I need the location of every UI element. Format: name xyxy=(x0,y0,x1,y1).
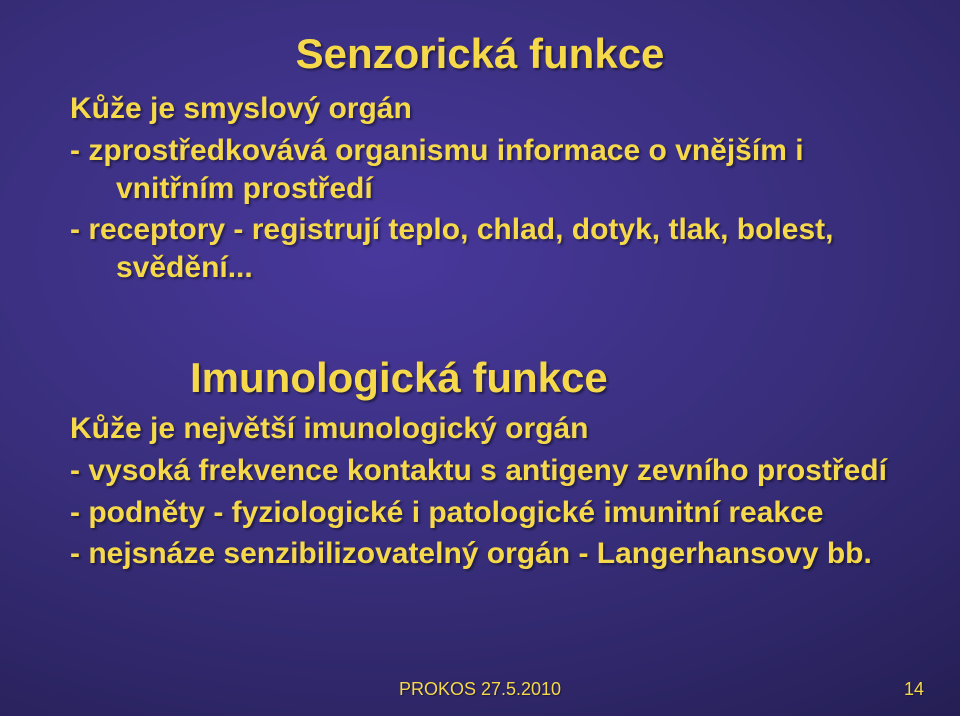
title-imunologicka: Imunologická funkce xyxy=(70,354,920,402)
bullet-podnety: - podněty - fyziologické i patologické i… xyxy=(70,494,920,532)
bullet-nejsnaze: - nejsnáze senzibilizovatelný orgán - La… xyxy=(70,535,920,573)
page-number: 14 xyxy=(904,679,924,700)
bullet-zprostredkovava: - zprostředkovává organismu informace o … xyxy=(70,132,920,207)
subtitle-kuze-smyslovy: Kůže je smyslový orgán xyxy=(70,92,920,126)
spacer xyxy=(70,290,920,354)
slide: Senzorická funkce Kůže je smyslový orgán… xyxy=(0,0,960,716)
title-senzoricka: Senzorická funkce xyxy=(70,30,890,78)
footer-text: PROKOS 27.5.2010 xyxy=(0,679,960,700)
bullet-frekvence: - vysoká frekvence kontaktu s antigeny z… xyxy=(70,452,920,490)
bullet-receptory: - receptory - registrují teplo, chlad, d… xyxy=(70,211,920,286)
subtitle-kuze-nejvetsi: Kůže je největší imunologický orgán xyxy=(70,412,920,446)
